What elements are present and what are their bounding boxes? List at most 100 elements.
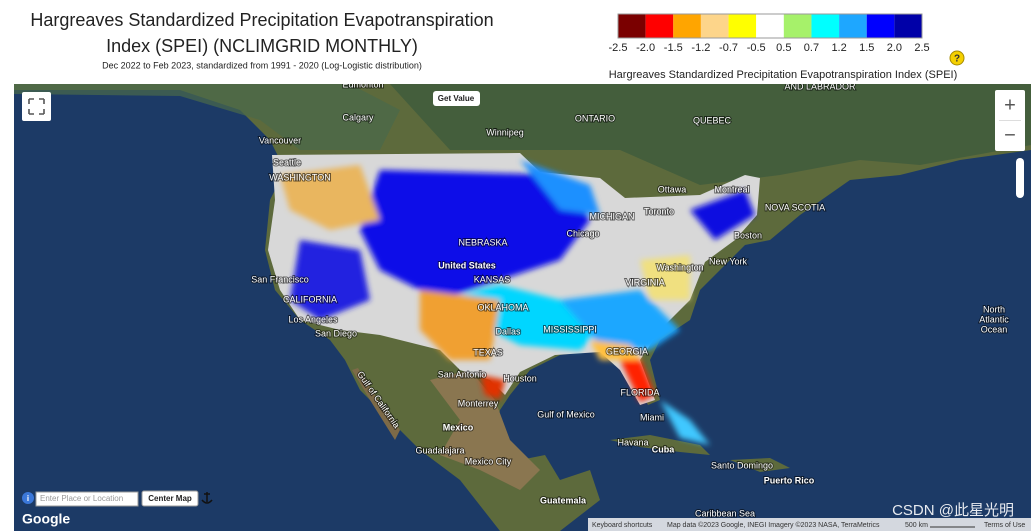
- google-logo: Google: [22, 511, 70, 527]
- zoom-in[interactable]: +: [1004, 94, 1016, 116]
- map-label: Chicago: [566, 228, 599, 238]
- legend-tick-label: 1.2: [831, 42, 846, 54]
- zoom-out[interactable]: −: [1004, 124, 1016, 146]
- watermark: CSDN @此星光明: [892, 502, 1014, 519]
- map-label: Dallas: [495, 326, 521, 336]
- map-label: San Diego: [315, 328, 357, 338]
- map-label: San Antonio: [438, 369, 487, 379]
- map-label: MICHIGAN: [590, 211, 635, 221]
- fullscreen-icon[interactable]: [28, 98, 45, 115]
- title-line: Hargreaves Standardized Precipitation Ev…: [30, 10, 493, 30]
- land-forest: [14, 84, 400, 150]
- map-label: Mexico City: [465, 456, 512, 466]
- zoom-slider[interactable]: [1016, 158, 1024, 198]
- map-label: Ottawa: [658, 184, 687, 194]
- search-input[interactable]: [35, 491, 139, 507]
- legend-tick-label: -0.5: [747, 42, 766, 54]
- map-label: MISSISSIPPI: [543, 324, 597, 334]
- info-text[interactable]: i: [27, 494, 29, 503]
- legend-swatch: [866, 14, 895, 38]
- subtitle: Dec 2022 to Feb 2023, standardized from …: [102, 60, 422, 70]
- legend-border: [617, 13, 923, 39]
- legend-swatch: [894, 14, 922, 38]
- legend-swatch: [673, 14, 701, 38]
- footer-bar: [588, 518, 1031, 531]
- get-value-button[interactable]: [433, 91, 480, 106]
- map-label: VIRGINIA: [625, 277, 665, 287]
- map-label: QUEBEC: [693, 115, 732, 125]
- map-label: New York: [709, 256, 748, 266]
- map-label: Edmonton: [342, 79, 383, 89]
- map-label: Gulf of Mexico: [537, 409, 595, 419]
- title-line: Index (SPEI) (NCLIMGRID MONTHLY): [106, 36, 418, 56]
- map-label: Winnipeg: [486, 127, 524, 137]
- legend-swatch: [618, 14, 646, 38]
- legend-tick-label: 0.7: [804, 42, 819, 54]
- legend-tick-label: -1.2: [691, 42, 710, 54]
- map-label: Guadalajara: [415, 445, 464, 455]
- map-label: Calgary: [342, 112, 374, 122]
- map-label: Mexico: [443, 422, 474, 432]
- legend-tick-label: 2.5: [914, 42, 929, 54]
- legend-swatch: [783, 14, 812, 38]
- map-label: Santo Domingo: [711, 460, 773, 470]
- fullscreen-button[interactable]: [22, 92, 51, 121]
- map-label: Cuba: [652, 444, 675, 454]
- scale-label: 500 km: [905, 522, 928, 529]
- map-label: Houston: [503, 373, 537, 383]
- attribution: Map data ©2023 Google, INEGI Imagery ©20…: [667, 521, 880, 529]
- map[interactable]: Edmonton Calgary Vancouver Seattle WASHINGTO…: [14, 79, 1031, 531]
- map-label: San Francisco: [251, 274, 309, 284]
- info-icon[interactable]: [22, 492, 34, 504]
- map-label: Vancouver: [259, 135, 301, 145]
- center-map-button[interactable]: [141, 490, 199, 507]
- legend-swatch: [839, 14, 867, 38]
- map-label: WASHINGTON: [269, 172, 331, 182]
- map-label: Ocean: [981, 324, 1008, 334]
- legend-swatch: [700, 14, 729, 38]
- map-label: Seattle: [273, 157, 301, 167]
- map-label: AND LABRADOR: [784, 81, 856, 91]
- legend-swatch: [645, 14, 674, 38]
- map-label: Atlantic: [979, 314, 1009, 324]
- land-desert: [430, 370, 540, 490]
- map-label: CALIFORNIA: [283, 294, 337, 304]
- legend-swatch: [756, 14, 784, 38]
- cuba: [610, 435, 710, 455]
- map-label: NEBRASKA: [458, 237, 507, 247]
- map-label: United States: [438, 260, 496, 270]
- legend-swatch: [811, 14, 840, 38]
- anchor-icon: [201, 492, 213, 504]
- map-label: Havana: [617, 437, 648, 447]
- terms[interactable]: Terms of Use: [984, 522, 1025, 529]
- help-icon[interactable]: [949, 50, 965, 66]
- legend-tick-label: 0.5: [776, 42, 791, 54]
- map-label: OKLAHOMA: [477, 302, 528, 312]
- legend-swatch: [728, 14, 757, 38]
- search-placeholder[interactable]: Enter Place or Location: [40, 494, 123, 503]
- hispaniola: [730, 458, 790, 472]
- map-label: GEORGIA: [606, 346, 648, 356]
- land-forest: [390, 84, 1031, 185]
- help-text[interactable]: ?: [954, 54, 960, 65]
- legend-tick-label: -2.0: [636, 42, 655, 54]
- center-map-label[interactable]: Center Map: [148, 494, 192, 503]
- map-label: NOVA SCOTIA: [765, 202, 825, 212]
- map-label: Montreal: [714, 184, 749, 194]
- map-label: Toronto: [644, 206, 674, 216]
- get-value-label[interactable]: Get Value: [438, 94, 475, 103]
- legend-tick-label: -1.5: [664, 42, 683, 54]
- map-label: Puerto Rico: [764, 475, 815, 485]
- map-label: Guatemala: [540, 495, 587, 505]
- map-label: TEXAS: [473, 347, 503, 357]
- map-label: KANSAS: [474, 274, 511, 284]
- legend-tick-label: 2.0: [887, 42, 902, 54]
- legend-tick-label: 1.5: [859, 42, 874, 54]
- map-label: ONTARIO: [575, 113, 615, 123]
- map-label: Miami: [640, 412, 664, 422]
- map-label: Monterrey: [458, 398, 499, 408]
- keyboard-shortcuts[interactable]: Keyboard shortcuts: [592, 522, 653, 529]
- map-label: North: [983, 304, 1005, 314]
- map-label: Caribbean Sea: [695, 508, 755, 518]
